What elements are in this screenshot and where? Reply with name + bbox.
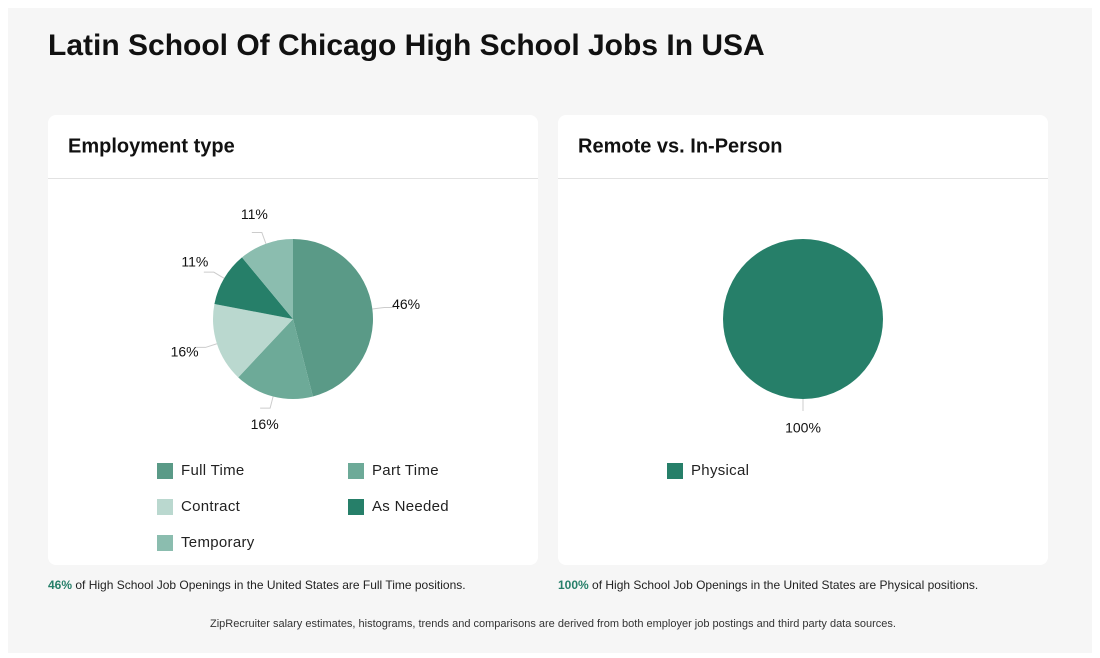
legend-swatch: [667, 463, 683, 479]
legend-label: As Needed: [372, 498, 449, 515]
legend-label: Physical: [691, 462, 749, 479]
slice-label: 46%: [392, 296, 420, 312]
note-text: of High School Job Openings in the Unite…: [589, 578, 979, 592]
card-title: Employment type: [68, 135, 235, 157]
leader-line: [251, 231, 267, 244]
slice-label: 16%: [251, 416, 279, 432]
pie-slice: [213, 304, 293, 378]
slice-label: 16%: [171, 344, 199, 360]
legend-swatch: [348, 463, 364, 479]
note-highlight: 100%: [558, 578, 589, 592]
slice-label: 11%: [181, 254, 208, 270]
legend-label: Contract: [181, 498, 241, 515]
legend-label: Temporary: [181, 534, 255, 551]
leader-line: [372, 306, 395, 310]
page-title: Latin School Of Chicago High School Jobs…: [48, 29, 765, 62]
card-title: Remote vs. In-Person: [578, 135, 783, 157]
legend-label: Full Time: [181, 462, 245, 479]
leader-line: [203, 271, 225, 279]
legend-swatch: [157, 499, 173, 515]
note-text: of High School Job Openings in the Unite…: [72, 578, 466, 592]
leader-line: [260, 396, 274, 409]
note: 46% of High School Job Openings in the U…: [48, 578, 466, 592]
legend-swatch: [157, 463, 173, 479]
note: 100% of High School Job Openings in the …: [558, 578, 978, 592]
pie-slice: [214, 257, 293, 319]
note-highlight: 46%: [48, 578, 72, 592]
footer: ZipRecruiter salary estimates, histogram…: [210, 618, 896, 630]
legend-swatch: [348, 499, 364, 515]
leader-line: [195, 343, 218, 348]
slice-label: 11%: [241, 206, 268, 222]
pie-slice: [242, 239, 293, 319]
pie-slice: [238, 319, 313, 400]
legend-label: Part Time: [372, 462, 439, 479]
pie-slice: [723, 239, 883, 399]
pie-slice: [293, 239, 374, 397]
slice-label: 100%: [785, 420, 821, 436]
legend-swatch: [157, 535, 173, 551]
